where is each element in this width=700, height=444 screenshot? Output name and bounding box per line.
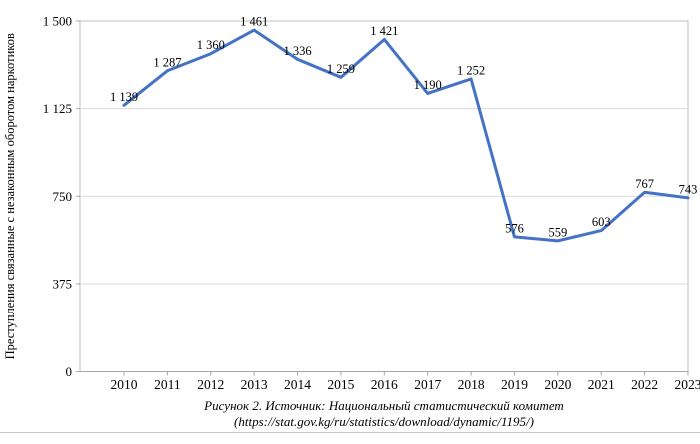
data-label: 1 190 xyxy=(414,78,442,92)
data-label: 1 252 xyxy=(457,63,485,77)
y-axis-title: Преступления связанные с незаконным обор… xyxy=(3,33,17,359)
y-tick-label: 1 500 xyxy=(43,14,72,29)
x-tick-label: 2011 xyxy=(154,377,181,392)
page-divider xyxy=(0,432,700,433)
x-tick-label: 2018 xyxy=(458,377,485,392)
caption-url-line: (https://stat.gov.kg/ru/statistics/downl… xyxy=(234,414,534,429)
caption-source-line: Рисунок 2. Источник: Национальный статис… xyxy=(204,398,564,413)
x-tick-label: 2010 xyxy=(111,377,138,392)
x-tick-label: 2014 xyxy=(284,377,311,392)
data-label: 1 421 xyxy=(370,24,398,38)
data-label: 1 287 xyxy=(153,55,181,69)
data-label: 1 139 xyxy=(110,90,138,104)
x-tick-label: 2023 xyxy=(675,377,700,392)
y-tick-label: 750 xyxy=(53,189,73,204)
x-tick-label: 2016 xyxy=(371,377,398,392)
data-label: 767 xyxy=(635,177,654,191)
y-tick-label: 0 xyxy=(66,364,73,379)
x-tick-label: 2013 xyxy=(241,377,268,392)
x-tick-label: 2020 xyxy=(544,377,571,392)
x-tick-label: 2019 xyxy=(501,377,528,392)
data-label: 559 xyxy=(548,225,567,239)
data-label: 1 259 xyxy=(327,62,355,76)
x-tick-label: 2021 xyxy=(588,377,615,392)
series-line xyxy=(122,28,690,243)
data-label: 1 461 xyxy=(240,15,268,29)
data-label: 743 xyxy=(679,182,698,196)
data-label: 1 336 xyxy=(283,44,311,58)
x-tick-label: 2012 xyxy=(197,377,224,392)
crime-line-chart: 0 375 750 1 125 1 500 2010 2011 2012 2013 2014 201… xyxy=(3,14,700,393)
x-tick-label: 2015 xyxy=(327,377,354,392)
data-label: 603 xyxy=(592,215,611,229)
chart-canvas: 0 375 750 1 125 1 500 2010 2011 2012 2013 2014 201… xyxy=(3,14,700,393)
x-tick-label: 2022 xyxy=(631,377,658,392)
y-tick-label: 1 125 xyxy=(43,101,72,116)
x-tick-label: 2017 xyxy=(414,377,441,392)
data-label: 576 xyxy=(505,221,524,235)
y-tick-label: 375 xyxy=(53,276,73,291)
data-label: 1 360 xyxy=(197,38,225,52)
figure-caption: Рисунок 2. Источник: Национальный статис… xyxy=(80,398,688,430)
